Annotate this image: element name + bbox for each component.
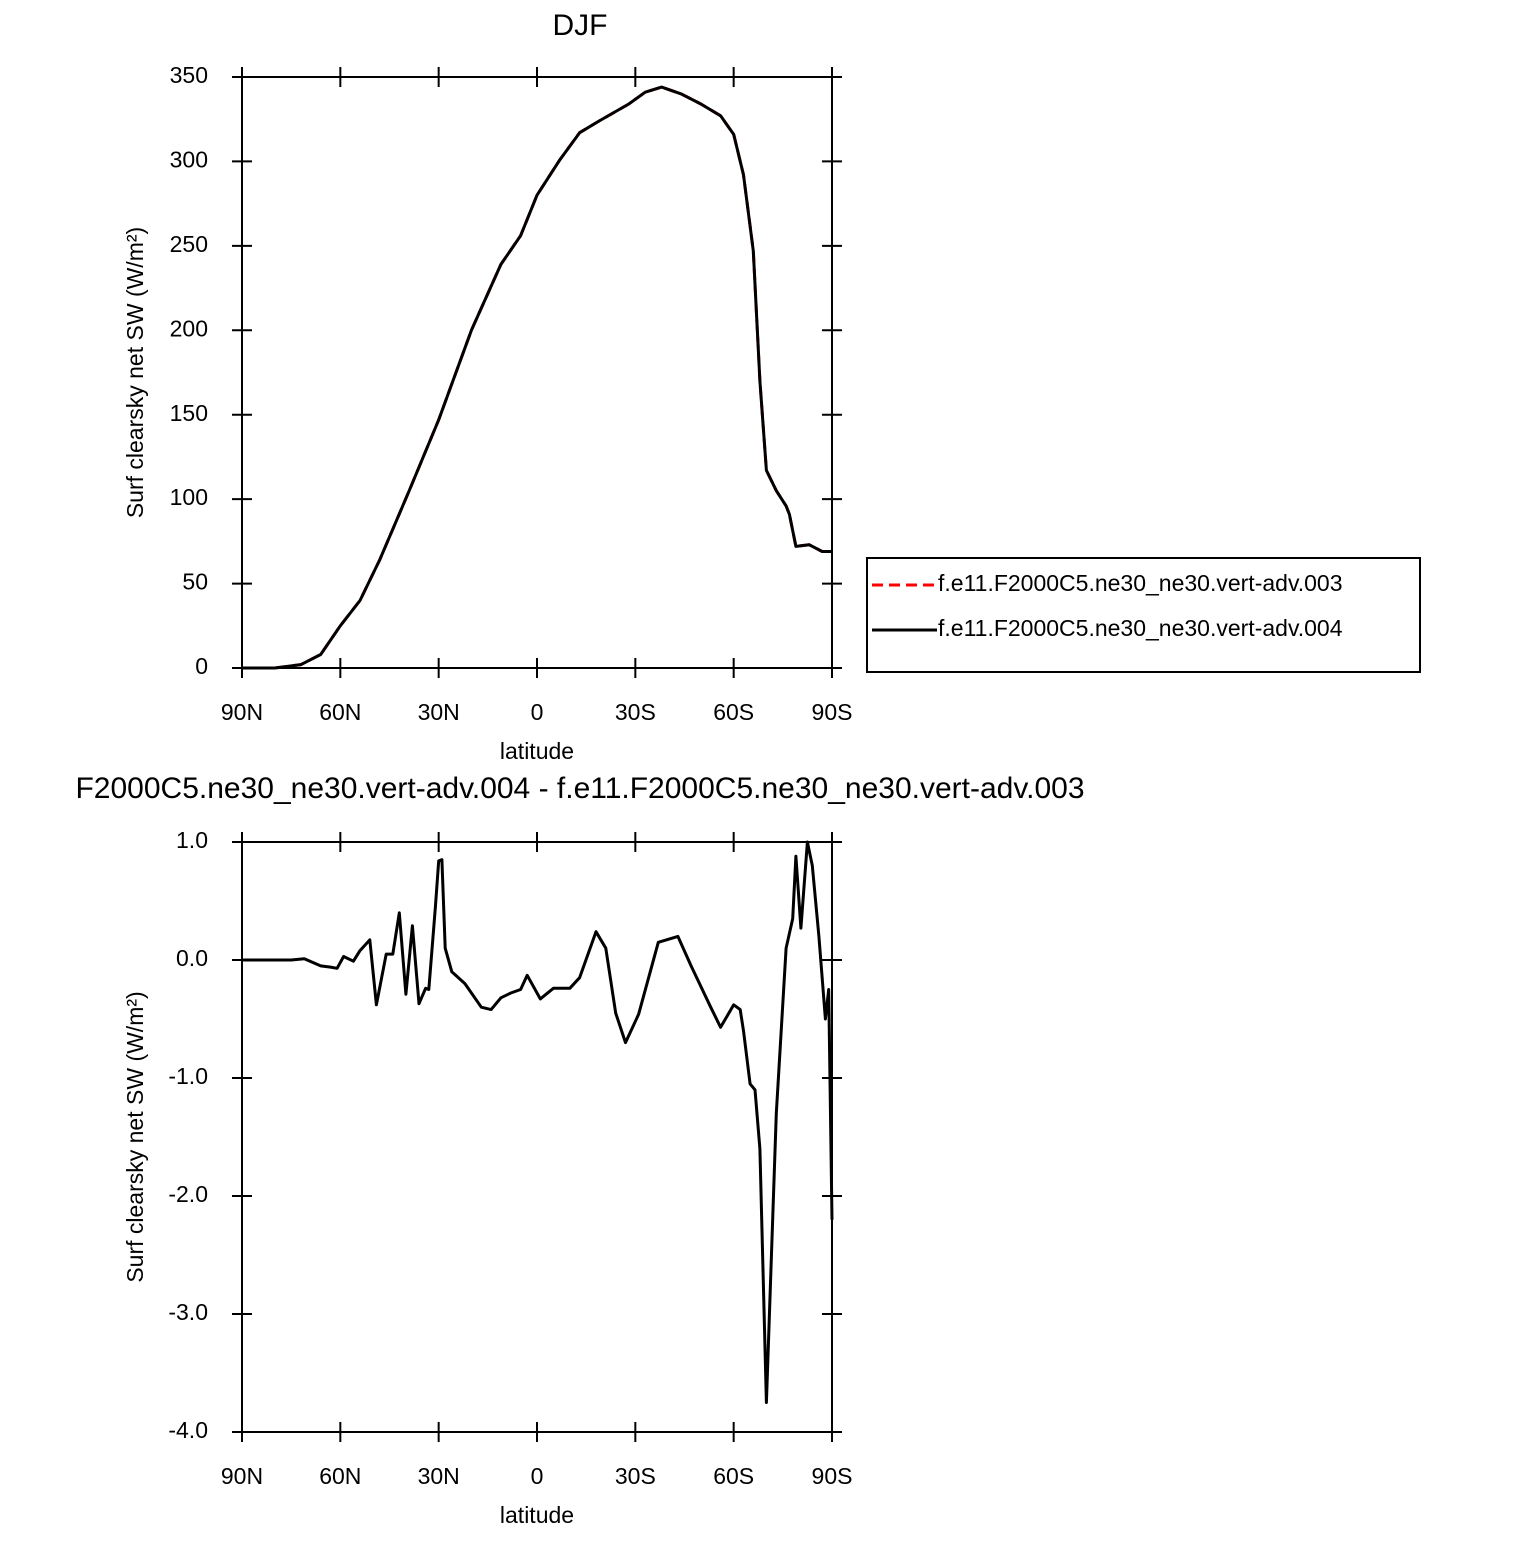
- y-tick-label: 350: [170, 62, 208, 88]
- x-tick-label: 30S: [615, 1463, 656, 1489]
- x-tick-label: 90N: [221, 1463, 263, 1489]
- x-tick-label: 90S: [812, 1463, 853, 1489]
- y-tick-label: -3.0: [168, 1299, 208, 1325]
- y-tick-label: 150: [170, 400, 208, 426]
- y-tick-label: 100: [170, 484, 208, 510]
- data-line: [242, 840, 834, 1404]
- x-tick-label: 60S: [713, 1463, 754, 1489]
- legend-label: f.e11.F2000C5.ne30_ne30.vert-adv.003: [938, 570, 1343, 596]
- legend-label: f.e11.F2000C5.ne30_ne30.vert-adv.004: [938, 615, 1343, 641]
- x-tick-label: 60N: [319, 699, 361, 725]
- y-tick-label: -2.0: [168, 1181, 208, 1207]
- y-axis-label: Surf clearsky net SW (W/m²): [122, 991, 148, 1282]
- y-tick-label: -4.0: [168, 1417, 208, 1443]
- x-tick-label: 30S: [615, 699, 656, 725]
- y-axis-label: Surf clearsky net SW (W/m²): [122, 227, 148, 518]
- y-tick-label: 250: [170, 231, 208, 257]
- plot-frame: [241, 841, 833, 1433]
- x-tick-label: 0: [531, 1463, 544, 1489]
- y-tick-label: -1.0: [168, 1063, 208, 1089]
- x-axis-label: latitude: [500, 1502, 574, 1528]
- plot-frame: [241, 76, 833, 669]
- legend-box: [866, 557, 1421, 673]
- x-tick-label: 0: [531, 699, 544, 725]
- x-tick-label: 60N: [319, 1463, 361, 1489]
- x-tick-label: 30N: [418, 1463, 460, 1489]
- y-tick-label: 300: [170, 147, 208, 173]
- y-tick-label: 1.0: [176, 827, 208, 853]
- x-tick-label: 90S: [812, 699, 853, 725]
- x-axis-label: latitude: [500, 738, 574, 764]
- y-tick-label: 0: [195, 653, 208, 679]
- x-tick-label: 30N: [418, 699, 460, 725]
- y-tick-label: 200: [170, 315, 208, 341]
- data-line: [242, 85, 832, 670]
- x-tick-label: 60S: [713, 699, 754, 725]
- y-tick-label: 50: [182, 569, 208, 595]
- x-tick-label: 90N: [221, 699, 263, 725]
- chart-title: F2000C5.ne30_ne30.vert-adv.004 - f.e11.F…: [75, 772, 1084, 805]
- y-tick-label: 0.0: [176, 945, 208, 971]
- chart-title: DJF: [553, 9, 608, 42]
